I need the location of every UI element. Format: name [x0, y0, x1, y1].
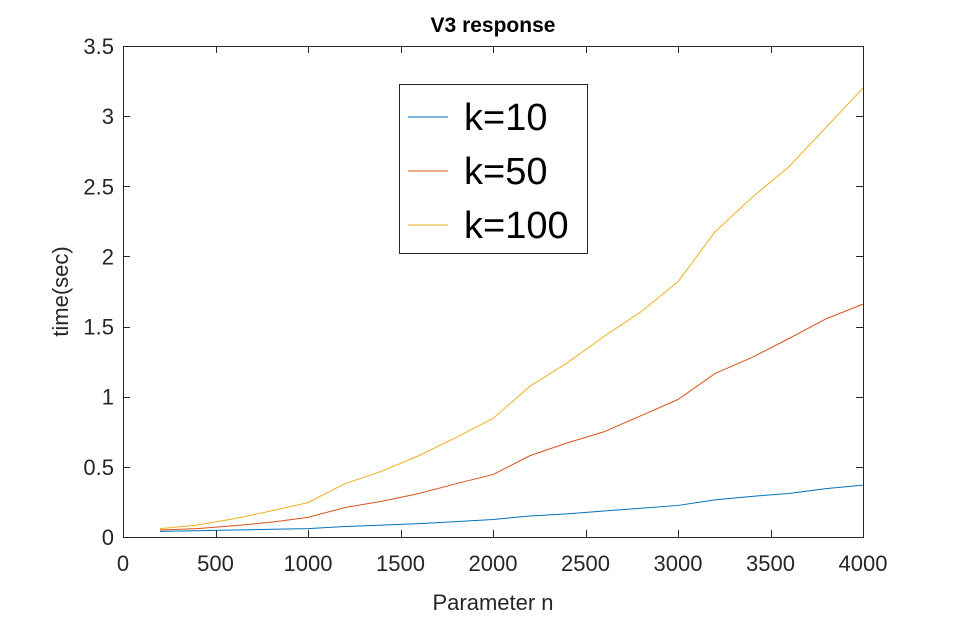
x-axis-label: Parameter n: [432, 590, 553, 615]
x-tick-label: 1500: [376, 551, 425, 576]
legend: k=10 k=50 k=100: [399, 84, 588, 254]
x-tick-label: 2500: [561, 551, 610, 576]
legend-label: k=50: [464, 151, 547, 193]
axes-layer: 0 500 1000 1500 2000 2500 3000 3500 4000 0 0.5 1 1.5…: [83, 34, 887, 576]
x-tick-label: 2000: [469, 551, 518, 576]
series-line-k=50: [159, 303, 864, 531]
x-tick-label: 3500: [746, 551, 795, 576]
legend-label: k=10: [464, 97, 547, 139]
x-tick-label: 4000: [839, 551, 888, 576]
legend-label: k=100: [464, 205, 569, 247]
y-tick-label: 0: [102, 525, 114, 550]
y-tick-label: 3: [102, 104, 114, 129]
series-line-k=100: [159, 87, 864, 530]
y-tick-label: 2: [102, 244, 114, 269]
y-axis-label: time(sec): [48, 246, 73, 336]
x-tick-label: 500: [197, 551, 234, 576]
y-tick-label: 3.5: [83, 34, 114, 59]
chart-title: V3 response: [431, 14, 556, 37]
series-line-k=10: [159, 484, 864, 532]
y-tick-label: 1.5: [83, 315, 114, 340]
series-layer: [159, 87, 864, 532]
x-tick-label: 3000: [654, 551, 703, 576]
x-tick-label: 1000: [284, 551, 333, 576]
y-tick-label: 0.5: [83, 455, 114, 480]
x-tick-label: 0: [117, 551, 129, 576]
y-tick-label: 2.5: [83, 174, 114, 199]
y-tick-label: 1: [102, 385, 114, 410]
